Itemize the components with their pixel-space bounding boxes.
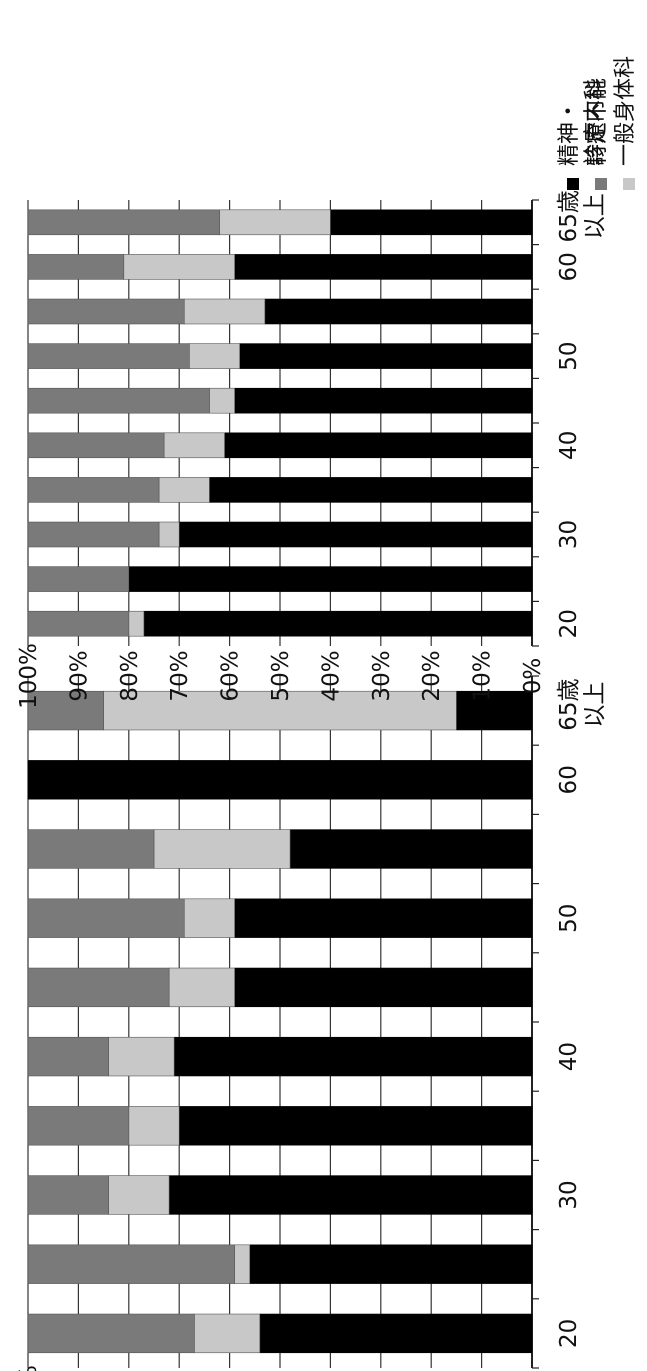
bar-segment — [27, 1175, 109, 1215]
bar-segment — [128, 1106, 180, 1146]
bar-segment — [456, 690, 533, 731]
bar-segment — [27, 1036, 109, 1077]
bar-segment — [209, 477, 533, 503]
bar-segment — [234, 387, 533, 414]
chart-2: 0% 10% 20% 30% 40% 50% 60% 70% 80% 90% 100% 20 30 40 5… — [16, 190, 608, 709]
bar-segment — [158, 521, 180, 548]
y-tick-label: 100% — [16, 643, 42, 709]
bar-segment — [178, 521, 533, 548]
bar-segment — [168, 967, 235, 1008]
bar-segment — [27, 610, 130, 637]
category-label: 60 — [556, 765, 582, 794]
bar-segment — [27, 521, 160, 548]
category-label: 50 — [556, 904, 582, 933]
bar-segment — [163, 432, 225, 459]
category-label: 以上 — [582, 193, 608, 239]
chart-1: 0%10%20%30%40%50%60%70%80%90%100%2030405… — [16, 675, 608, 1371]
bar-segment — [27, 298, 185, 325]
bar-segment — [27, 209, 220, 236]
category-label: 40 — [556, 431, 582, 460]
bar-segment — [27, 898, 185, 938]
y-tick-label: 70% — [167, 650, 193, 701]
bar-segment — [330, 209, 533, 236]
bar-segment — [183, 298, 266, 325]
bar-segment — [264, 298, 533, 325]
y-tick-label: 100% — [16, 1365, 42, 1371]
bar-segment — [183, 898, 235, 938]
y-tick-label: 20% — [419, 650, 445, 701]
y-tick-label: 0% — [520, 658, 546, 695]
legend-swatch — [623, 178, 635, 190]
legend-swatch — [595, 178, 607, 190]
bar-segment — [143, 610, 533, 637]
category-label: 20 — [556, 1319, 582, 1348]
bar-segment — [27, 1244, 235, 1284]
bar-segment — [224, 432, 533, 459]
charts-group: 0% 10% 20% 30% 40% 50% 60% 70% 80% 90% 100% 20 30 40 5… — [16, 190, 608, 1371]
category-label: 20 — [556, 609, 582, 638]
y-tick-label: 50% — [268, 650, 294, 701]
legend-label: 特定不能 — [585, 78, 610, 166]
bar-segment — [219, 209, 331, 236]
category-label: 65歳 — [556, 190, 582, 242]
bar-segment — [27, 1313, 195, 1354]
category-label: 30 — [556, 1180, 582, 1209]
bar-segment — [27, 566, 130, 592]
bar-segment — [234, 967, 533, 1008]
bar-segment — [27, 343, 190, 369]
y-tick-label: 90% — [66, 650, 92, 701]
bar-segment — [173, 1036, 533, 1077]
bar-segment — [27, 387, 210, 414]
bar-segment — [27, 432, 165, 459]
bar-segment — [27, 254, 125, 280]
y-tick-label: 60% — [218, 650, 244, 701]
y-tick-label: 40% — [318, 650, 344, 701]
bar-segment — [158, 477, 210, 503]
bar-segment — [27, 690, 104, 731]
bar-segment — [27, 760, 533, 800]
y-tick-label: 30% — [369, 650, 395, 701]
legend-label: 一般身体科 — [613, 56, 638, 166]
bar-segment — [128, 610, 145, 637]
y-tick-label: 80% — [117, 650, 143, 701]
bar-segment — [249, 1244, 533, 1284]
legend-label: 診療内科 — [583, 78, 608, 166]
category-label: 以上 — [582, 682, 608, 728]
bar-segment — [194, 1313, 261, 1354]
y-tick-label: 10% — [470, 650, 496, 701]
bar-segment — [234, 1244, 251, 1284]
bar-segment — [239, 343, 533, 369]
legend-label: 精神・ — [557, 100, 582, 166]
category-label: 40 — [556, 1042, 582, 1071]
bar-segment — [27, 1106, 130, 1146]
bar-segment — [234, 898, 533, 938]
bar-segment — [209, 387, 235, 414]
bar-segment — [123, 254, 235, 280]
bar-segment — [153, 829, 291, 869]
bar-segment — [234, 254, 533, 280]
bar-segment — [128, 566, 533, 592]
bar-segment — [168, 1175, 533, 1215]
bar-segment — [259, 1313, 533, 1354]
bar-segment — [108, 1036, 175, 1077]
bar-segment — [108, 1175, 170, 1215]
category-label: 50 — [556, 341, 582, 370]
category-label: 30 — [556, 520, 582, 549]
category-label: 60 — [556, 252, 582, 281]
bar-segment — [27, 477, 160, 503]
bar-segment — [188, 343, 240, 369]
legend: 特定不能 一般身体科 精神・ 診療内科 — [557, 56, 638, 190]
bar-segment — [289, 829, 533, 869]
category-label: 65歳 — [556, 678, 582, 730]
bar-segment — [27, 967, 170, 1008]
legend-swatch — [567, 178, 579, 190]
bar-segment — [178, 1106, 533, 1146]
bar-segment — [27, 829, 155, 869]
